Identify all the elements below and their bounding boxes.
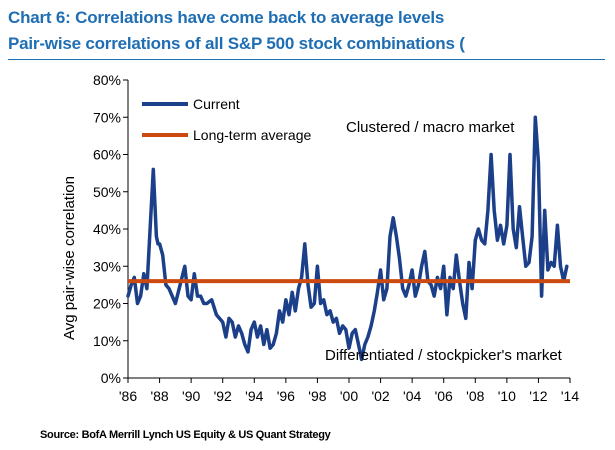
x-tick-label: '00 [340, 388, 358, 404]
annotation-clustered: Clustered / macro market [346, 119, 515, 136]
chart-subtitle: Pair-wise correlations of all S&P 500 st… [8, 34, 465, 53]
y-tick-label: 0% [101, 370, 121, 386]
x-tick-label: '96 [277, 388, 295, 404]
legend-label-current: Current [193, 96, 240, 112]
x-tick-label: '90 [182, 388, 200, 404]
y-axis-label: Avg pair-wise correlation [61, 176, 78, 340]
x-tick-label: '12 [529, 388, 547, 404]
annotation-differentiated: Differentiated / stockpicker's market [325, 347, 563, 364]
x-tick-label: '98 [308, 388, 326, 404]
source-note: Source: BofA Merrill Lynch US Equity & U… [40, 429, 331, 441]
y-tick-label: 50% [93, 184, 121, 200]
series-layer [126, 115, 570, 362]
x-tick-label: '14 [561, 388, 579, 404]
chart-title: Chart 6: Correlations have come back to … [8, 8, 445, 27]
y-tick-label: 70% [93, 109, 121, 125]
x-tick-label: '02 [371, 388, 389, 404]
y-tick-label: 40% [93, 221, 121, 237]
x-tick-label: '86 [119, 388, 137, 404]
legend: Current Long-term average [142, 96, 312, 143]
x-tick-label: '06 [435, 388, 453, 404]
y-tick-label: 60% [93, 147, 121, 163]
x-tick-label: '92 [214, 388, 232, 404]
x-tick-label: '10 [498, 388, 516, 404]
x-tick-label: '88 [150, 388, 168, 404]
y-tick-label: 20% [93, 296, 121, 312]
series-line-current [126, 115, 569, 362]
x-tick-label: '04 [403, 388, 421, 404]
line-chart: 0%10%20%30%40%50%60%70%80% '86'88'90'92 '… [61, 72, 579, 404]
x-axis: '86 '88 '90 '92 '94 '96 '98 '00 '02 '04 '06 '08 '10 '… [119, 377, 579, 404]
x-tick-label: '08 [466, 388, 484, 404]
y-tick-label: 80% [93, 72, 121, 88]
y-axis: 0% 10% 20% 30% 40% 50% 60% 70% 80% [93, 72, 129, 386]
title-rule [8, 59, 605, 60]
y-tick-label: 30% [93, 258, 121, 274]
x-tick-label: '94 [245, 388, 263, 404]
annotations: Clustered / macro market Differentiated /… [325, 119, 563, 364]
legend-label-long-term-average: Long-term average [193, 127, 312, 143]
y-tick-label: 10% [93, 333, 121, 349]
